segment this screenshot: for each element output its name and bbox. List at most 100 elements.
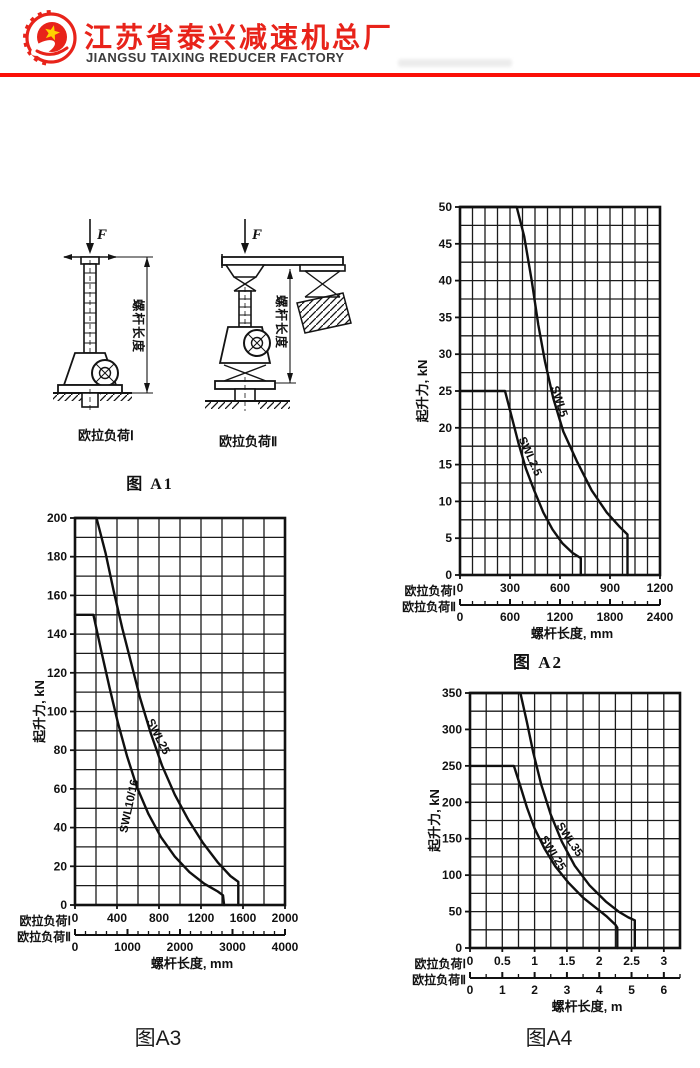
x-tick-label: 0 (467, 954, 474, 968)
euler-load-1-caption: 欧拉负荷Ⅰ (78, 428, 134, 443)
y-tick-label: 5 (445, 531, 452, 545)
header: 江苏省泰兴减速机总厂 JIANGSU TAIXING REDUCER FACTO… (0, 0, 700, 73)
figure-a4-caption: 图A4 (525, 1027, 573, 1050)
euler2-tick-label: 1200 (547, 610, 574, 624)
logo-gear-teeth (22, 9, 51, 66)
x-axis-title: 螺杆长度, mm (531, 626, 613, 641)
logo-ring (25, 12, 77, 64)
series-label-SWL2.5: SWL2.5 (516, 435, 544, 478)
chart-canvas-a2: 0 5 10 15 20 25 30 35 40 45 50 0 300 600 900 1200 欧拉负荷Ⅰ0… (402, 200, 674, 641)
euler-load-2-axis-label: 欧拉负荷Ⅱ (17, 929, 71, 944)
y-tick-label: 100 (442, 868, 462, 882)
figure-a1-jack-diagrams: F F 螺杆长度 螺杆长度 (53, 219, 352, 413)
y-tick-label: 0 (455, 941, 462, 955)
euler2-tick-label: 1800 (597, 610, 624, 624)
x-tick-label: 0 (72, 911, 79, 925)
gear-tooth (33, 55, 40, 63)
x-axis-title: 螺杆长度, mm (151, 956, 233, 971)
screw-length-dim-2: 螺杆长度 (274, 295, 289, 349)
y-tick-label: 50 (439, 200, 453, 214)
company-name-en: JIANGSU TAIXING REDUCER FACTORY (86, 50, 345, 65)
x-tick-label: 600 (550, 581, 570, 595)
gear-tooth (41, 59, 47, 66)
x-tick-label: 1200 (647, 581, 674, 595)
x-tick-label: 300 (500, 581, 520, 595)
header-divider-rule (0, 73, 700, 77)
force-label-1: F (96, 227, 107, 243)
y-tick-label: 40 (439, 274, 453, 288)
x-tick-label: 800 (149, 911, 169, 925)
euler2-tick-label: 0 (467, 983, 474, 997)
company-name-cn: 江苏省泰兴减速机总厂 (84, 22, 395, 53)
chart-canvas-a4: 0 50 100 150 200 250 300 350 0 0.5 1 1.5 2 2.5 3 欧拉负荷Ⅰ0… (412, 686, 682, 1014)
screw-length-dim-1: 螺杆长度 (131, 299, 146, 353)
y-tick-label: 15 (439, 458, 453, 472)
figure-a2-chart: 0 5 10 15 20 25 30 35 40 45 50 0 300 600 900 1200 欧拉负荷Ⅰ 0… (393, 196, 683, 679)
grid-lines (469, 692, 681, 949)
series-curve-SWL25 (468, 764, 619, 950)
y-tick-label: 200 (442, 795, 462, 809)
figure-a3-caption: 图A3 (134, 1027, 182, 1050)
y-tick-label: 25 (439, 384, 453, 398)
euler-load-2-axis-label: 欧拉负荷Ⅱ (402, 599, 456, 614)
gear-tooth (24, 24, 32, 31)
euler-load-2-caption: 欧拉负荷Ⅱ (219, 434, 278, 449)
figure-a4-chart: 0 50 100 150 200 250 300 350 0 0.5 1 1.5 2 2.5 3 欧拉负荷Ⅰ 0… (403, 682, 695, 1068)
x-tick-label: 1.5 (559, 954, 576, 968)
y-axis-title: 起升力, kN (427, 789, 442, 853)
y-tick-label: 50 (449, 905, 463, 919)
gear-tooth (37, 11, 44, 19)
figure-a3-chart: 0 20 40 60 80 100 120 140 160 180 200 0 400 800 1200 16… (8, 507, 308, 987)
series-curve-SWL5 (458, 205, 629, 577)
x-axis-title: 螺杆长度, m (552, 999, 623, 1014)
x-tick-label: 400 (107, 911, 127, 925)
x-tick-label: 2000 (272, 911, 299, 925)
y-tick-label: 60 (54, 782, 68, 796)
x-tick-label: 2.5 (623, 954, 640, 968)
y-tick-label: 35 (439, 310, 453, 324)
y-tick-label: 0 (60, 898, 67, 912)
series-curve-SWL2.5 (458, 389, 582, 577)
scan-smudge (398, 59, 512, 67)
x-tick-label: 1 (531, 954, 538, 968)
y-tick-label: 40 (54, 821, 68, 835)
euler-load-1-axis-label: 欧拉负荷Ⅰ (19, 913, 71, 928)
gear-tooth (29, 16, 37, 24)
logo-star-icon (45, 25, 60, 41)
y-tick-label: 120 (47, 666, 67, 680)
y-tick-label: 20 (439, 421, 453, 435)
jack-drawing-load2 (205, 219, 352, 411)
x-tick-label: 2 (596, 954, 603, 968)
x-tick-label: 3 (661, 954, 668, 968)
euler2-tick-label: 1 (499, 983, 506, 997)
figure-a2-caption: 图 A2 (512, 653, 564, 672)
x-tick-label: 0.5 (494, 954, 511, 968)
euler-load-1-axis-label: 欧拉负荷Ⅰ (404, 583, 456, 598)
y-tick-label: 20 (54, 859, 68, 873)
euler2-tick-label: 3 (564, 983, 571, 997)
euler-load-1-axis-label: 欧拉负荷Ⅰ (414, 956, 466, 971)
y-tick-label: 160 (47, 588, 67, 602)
series-curve-SWL35 (468, 691, 636, 950)
euler2-tick-label: 0 (72, 940, 79, 954)
y-tick-label: 100 (47, 705, 67, 719)
euler2-tick-label: 3000 (219, 940, 246, 954)
y-tick-label: 300 (442, 722, 462, 736)
euler2-tick-label: 5 (628, 983, 635, 997)
euler2-tick-label: 4000 (272, 940, 299, 954)
force-label-2: F (251, 227, 262, 243)
jack-drawing-load1 (53, 219, 153, 413)
y-tick-label: 140 (47, 627, 67, 641)
y-tick-label: 10 (439, 494, 453, 508)
y-tick-label: 180 (47, 550, 67, 564)
y-tick-label: 80 (54, 743, 68, 757)
x-tick-label: 900 (600, 581, 620, 595)
y-tick-label: 30 (439, 347, 453, 361)
euler2-tick-label: 4 (596, 983, 603, 997)
grid-lines (74, 517, 286, 906)
y-tick-label: 0 (445, 568, 452, 582)
y-tick-label: 250 (442, 759, 462, 773)
x-tick-label: 1600 (230, 911, 257, 925)
